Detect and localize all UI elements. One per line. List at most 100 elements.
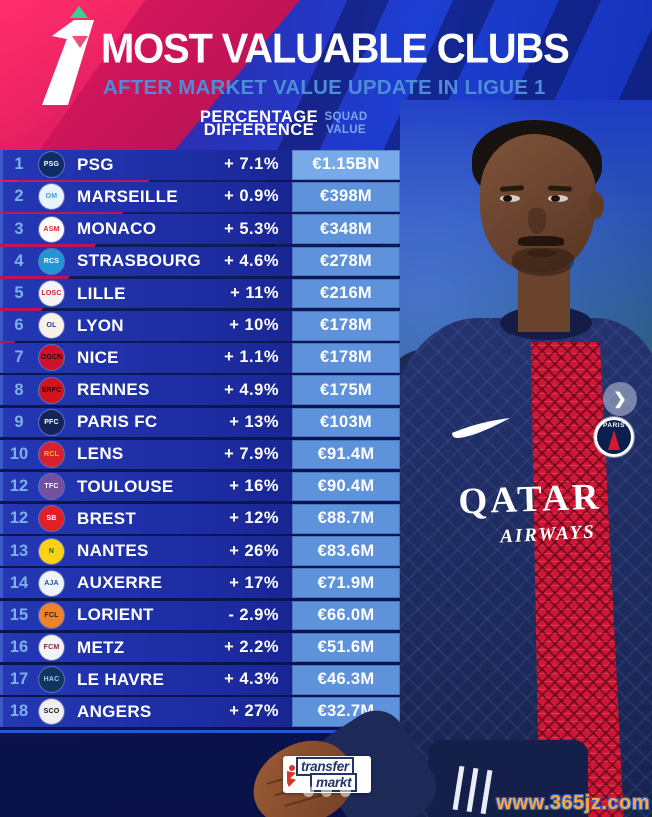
- club-crest-abbr: PFC: [44, 418, 59, 426]
- rank-label: 12: [9, 477, 29, 496]
- squad-value-text: €91.4M: [317, 444, 375, 463]
- club-crest-abbr: LOSC: [41, 290, 62, 298]
- column-header-line: SQUAD: [324, 111, 368, 123]
- psg-crest-icon: PARIS: [594, 417, 634, 457]
- club-crest-abbr: FCL: [44, 611, 59, 619]
- club-crest-abbr: RCS: [43, 257, 60, 265]
- player-brow: [547, 185, 573, 192]
- percentage-difference-value: + 17%: [229, 573, 279, 592]
- percentage-difference-value: + 11%: [230, 284, 279, 303]
- squad-value-text: €175M: [320, 380, 372, 399]
- watermark-text: www.365jz.com: [496, 792, 650, 814]
- table-row: 4 RCS STRASBOURG + 4.6% €278M: [0, 246, 400, 277]
- player-nose: [528, 208, 546, 234]
- rank-label: 6: [14, 316, 24, 335]
- club-name: LENS: [77, 444, 124, 464]
- shorts-stripe: [480, 769, 493, 815]
- table-row: 8 SRFC RENNES + 4.9% €175M: [0, 375, 400, 405]
- squad-value-cell: €178M: [292, 310, 400, 341]
- carousel-dot[interactable]: [321, 786, 332, 797]
- psg-crest-text: PARIS: [603, 422, 625, 429]
- player-pupil: [503, 195, 512, 202]
- squad-value-text: €88.7M: [317, 509, 375, 528]
- table-row: 13 N NANTES + 26% €83.6M: [0, 536, 400, 566]
- squad-value-text: €278M: [320, 251, 372, 270]
- club-crest-icon: FCL: [39, 602, 64, 628]
- column-header-line: PERCENTAGE: [199, 108, 319, 126]
- rank-label: 17: [9, 670, 29, 689]
- club-name: RENNES: [77, 380, 150, 400]
- player-brow: [499, 185, 525, 192]
- chevron-right-icon: ❯: [613, 391, 627, 408]
- percentage-difference-value: + 12%: [229, 509, 279, 528]
- club-crest-icon: OGCN: [39, 345, 64, 371]
- squad-value-text: €1.15BN: [312, 155, 380, 174]
- player-mouth: [527, 249, 557, 257]
- club-crest-icon: OM: [39, 184, 64, 210]
- rank-label: 15: [9, 605, 29, 624]
- squad-value-cell: €66.0M: [292, 600, 400, 631]
- squad-value-text: €66.0M: [317, 605, 375, 624]
- squad-value-text: €348M: [320, 219, 372, 238]
- squad-value-cell: €175M: [292, 375, 400, 405]
- shorts-stripe: [452, 765, 465, 811]
- player-ear: [588, 192, 604, 219]
- club-name: METZ: [77, 637, 125, 657]
- squad-value-cell: €91.4M: [292, 439, 400, 470]
- table-row: 14 AJA AUXERRE + 17% €71.9M: [0, 568, 400, 599]
- club-crest-icon: HAC: [39, 667, 64, 693]
- player-pupil: [551, 195, 560, 202]
- squad-value-cell: €90.4M: [292, 471, 400, 502]
- shorts-stripe: [466, 767, 479, 813]
- squad-value-text: €178M: [320, 348, 372, 367]
- club-name: BREST: [77, 508, 137, 528]
- club-crest-icon: N: [39, 538, 64, 564]
- rank-label: 10: [9, 444, 29, 463]
- percentage-difference-value: + 4.6%: [224, 251, 279, 270]
- clubs-table: 1 PSG PSG + 7.1% €1.15BN 2 OM MARSEILLE …: [0, 150, 400, 729]
- table-row: 15 FCL LORIENT - 2.9% €66.0M: [0, 600, 400, 631]
- percentage-difference-value: + 2.2%: [224, 638, 279, 657]
- squad-value-cell: €71.9M: [292, 568, 400, 599]
- club-crest-icon: SB: [39, 506, 64, 532]
- carousel-dot[interactable]: [340, 786, 351, 797]
- player-eye: [500, 195, 520, 202]
- squad-value-text: €71.9M: [317, 573, 375, 592]
- squad-value-text: €178M: [320, 316, 372, 335]
- club-crest-icon: OL: [39, 313, 64, 339]
- squad-value-cell: €178M: [292, 343, 400, 373]
- nike-swoosh-icon: [452, 418, 510, 438]
- transfermarkt-word-1: transfer: [296, 757, 354, 776]
- table-row: 10 RCL LENS + 7.9% €91.4M: [0, 439, 400, 470]
- table-row: 18 SCO ANGERS + 27% €32.7M: [0, 697, 400, 727]
- table-row: 17 HAC LE HAVRE + 4.3% €46.3M: [0, 665, 400, 695]
- table-bottom-border: [0, 730, 400, 733]
- squad-value-text: €398M: [320, 187, 372, 206]
- player-shorts: [428, 740, 588, 817]
- squad-value-cell: €348M: [292, 214, 400, 244]
- table-row: 16 FCM METZ + 2.2% €51.6M: [0, 632, 400, 663]
- rank-label: 9: [14, 412, 24, 431]
- club-name: LILLE: [77, 283, 126, 303]
- carousel-next-button[interactable]: ❯: [603, 382, 637, 416]
- table-row: 2 OM MARSEILLE + 0.9% €398M: [0, 182, 400, 212]
- transfermarkt-logo: transfer markt: [283, 756, 371, 793]
- rank-label: 8: [14, 380, 24, 399]
- club-crest-abbr: SB: [46, 515, 57, 523]
- player-mustache: [518, 236, 564, 246]
- column-header-line: VALUE: [326, 124, 366, 136]
- percentage-difference-value: + 4.9%: [224, 380, 279, 399]
- percentage-difference-value: + 16%: [229, 477, 279, 496]
- club-name: PARIS FC: [77, 412, 158, 432]
- table-row: 3 ASM MONACO + 5.3% €348M: [0, 214, 400, 244]
- column-header-percentage: PERCENTAGE DIFFERENCE: [198, 108, 320, 139]
- club-crest-icon: FCM: [39, 635, 64, 661]
- squad-value-text: €90.4M: [317, 477, 375, 496]
- percentage-difference-value: + 0.9%: [224, 187, 279, 206]
- club-crest-abbr: AJA: [44, 579, 59, 587]
- rank-label: 3: [14, 219, 24, 238]
- transfermarkt-figure-icon: [289, 765, 295, 771]
- carousel-dot[interactable]: [303, 786, 314, 797]
- club-name: LYON: [77, 315, 124, 335]
- club-crest-abbr: RCL: [44, 450, 59, 458]
